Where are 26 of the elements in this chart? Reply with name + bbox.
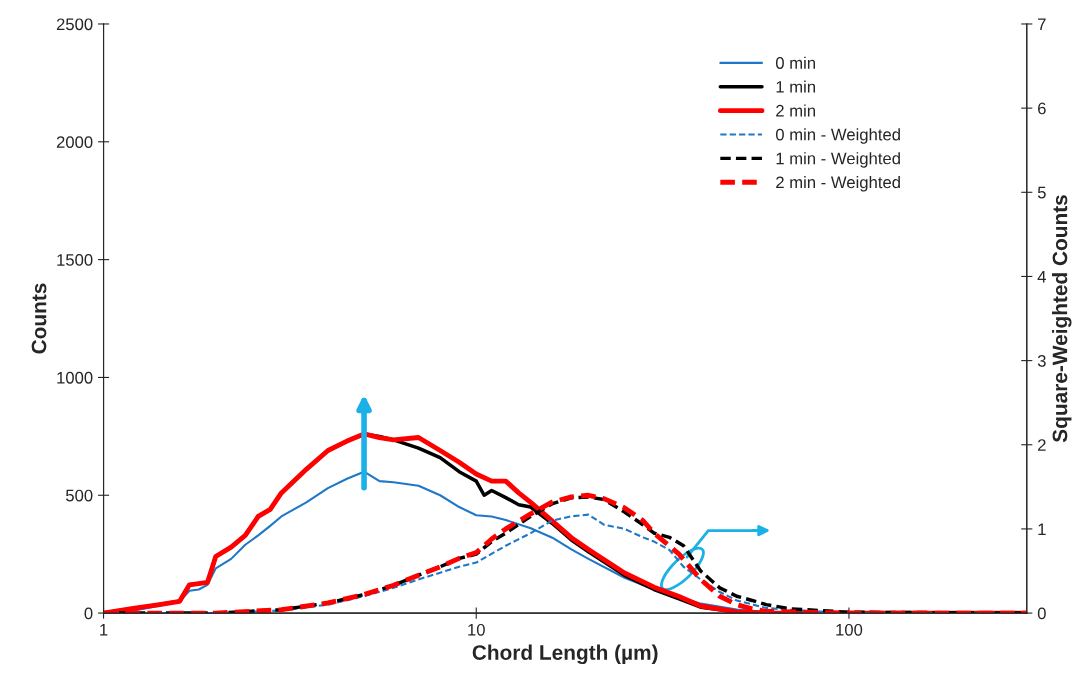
y-tick-label: 1500 bbox=[57, 254, 93, 266]
y2-tick-label: 0 bbox=[1037, 607, 1046, 620]
y-axis-title: Counts bbox=[31, 283, 47, 354]
legend-label: 2 min bbox=[776, 104, 815, 117]
legend-label: 1 min bbox=[776, 80, 815, 93]
y-tick-label: 500 bbox=[66, 489, 93, 502]
y2-tick-label: 2 bbox=[1038, 439, 1046, 451]
x-tick-label: 100 bbox=[836, 623, 863, 636]
legend-label: 0 min - Weighted bbox=[775, 128, 900, 144]
y2-axis-title: Square-Weighted Counts bbox=[1052, 195, 1072, 443]
legend-label: 1 min - Weighted bbox=[776, 152, 900, 168]
y2-tick-label: 7 bbox=[1038, 18, 1046, 31]
y2-tick-label: 5 bbox=[1037, 186, 1046, 199]
x-axis-title: Chord Length (µm) bbox=[472, 644, 658, 665]
y-tick-label: 2000 bbox=[56, 136, 93, 148]
y2-tick-label: 1 bbox=[1038, 523, 1046, 535]
x-tick-label: 10 bbox=[468, 623, 485, 636]
y2-tick-label: 3 bbox=[1037, 355, 1046, 367]
y-tick-label: 0 bbox=[84, 607, 93, 620]
x-tick-label: 1 bbox=[100, 624, 108, 636]
y2-tick-label: 6 bbox=[1038, 102, 1046, 115]
y-tick-label: 1000 bbox=[57, 371, 93, 384]
legend-label: 2 min - Weighted bbox=[776, 176, 900, 192]
y2-tick-label: 4 bbox=[1037, 271, 1046, 283]
y-tick-label: 2500 bbox=[56, 18, 93, 31]
legend-label: 0 min bbox=[775, 56, 815, 69]
